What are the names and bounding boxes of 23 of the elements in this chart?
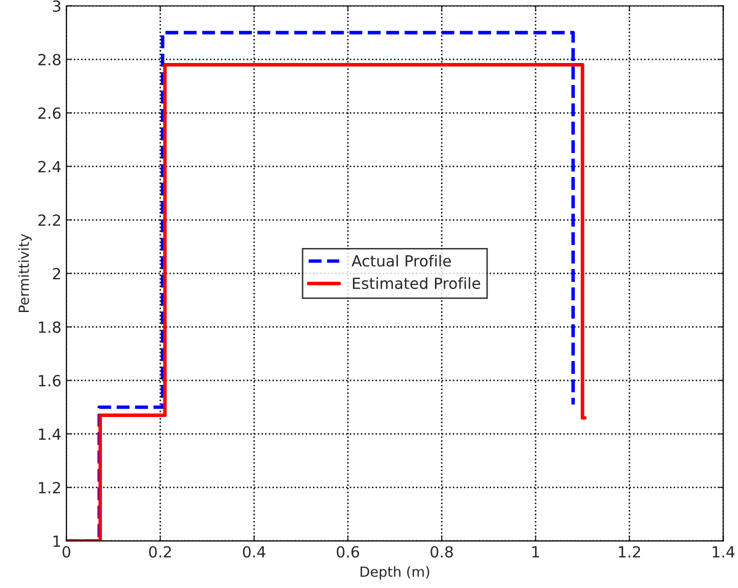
y-tick-label: 2.8 <box>38 54 61 66</box>
y-tick-label: 2.6 <box>38 107 61 119</box>
x-axis-title: Depth (m) <box>360 566 430 580</box>
y-tick-label: 2 <box>52 268 60 280</box>
legend-label: Estimated Profile <box>352 277 480 290</box>
x-tick-label: 1 <box>532 546 540 558</box>
y-tick-label: 2.2 <box>38 214 60 226</box>
x-tick-label: 0.4 <box>242 546 266 558</box>
y-tick-label: 1.2 <box>38 482 60 494</box>
x-tick-label: 0.6 <box>336 546 360 558</box>
x-tick-label: 0 <box>62 546 70 558</box>
y-tick-label: 3 <box>53 0 60 12</box>
y-tick-label: 1.4 <box>38 428 61 440</box>
x-tick-label: 1.4 <box>712 546 735 558</box>
y-tick-label: 1.8 <box>38 321 61 333</box>
x-tick-label: 0.8 <box>430 546 453 558</box>
y-tick-label: 1.6 <box>38 374 61 386</box>
legend-label: Actual Profile <box>352 254 451 267</box>
y-tick-label: 1 <box>54 536 60 547</box>
y-tick-label: 2.4 <box>38 160 61 172</box>
x-tick-label: 0.2 <box>149 546 171 558</box>
x-tick-label: 1.2 <box>618 546 640 558</box>
y-axis-title: Permittivity <box>18 234 32 312</box>
